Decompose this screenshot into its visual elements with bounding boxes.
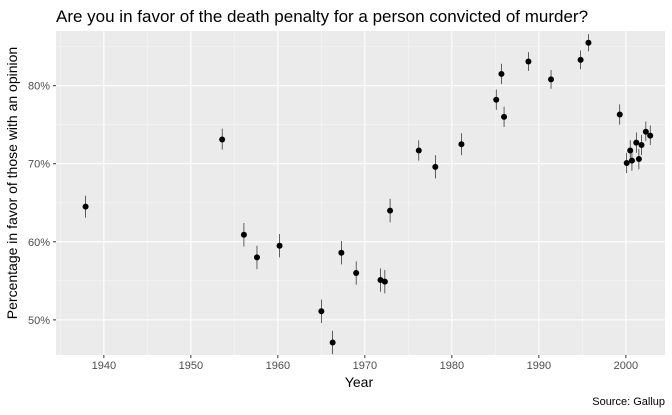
x-axis: 1940 1950 1960 1970 1980 1990 2000 — [92, 355, 638, 372]
data-point — [638, 141, 645, 148]
x-axis-label: Year — [345, 374, 374, 390]
data-point — [82, 203, 89, 210]
x-tick-label: 1940 — [92, 360, 116, 372]
data-point — [627, 147, 634, 154]
data-point — [493, 96, 500, 103]
data-point — [633, 139, 640, 146]
plot-panel — [56, 31, 665, 355]
data-point — [548, 76, 555, 83]
source-caption: Source: Gallup — [592, 396, 665, 408]
data-point — [318, 308, 325, 315]
data-point — [432, 163, 439, 170]
data-point — [628, 157, 635, 164]
data-point — [219, 136, 226, 143]
data-point — [498, 70, 505, 77]
x-tick-label: 2000 — [614, 360, 638, 372]
y-tick-label: 60% — [28, 237, 50, 249]
data-point — [387, 207, 394, 214]
data-point — [381, 278, 388, 285]
data-point — [616, 111, 623, 118]
data-point — [501, 113, 508, 120]
data-point — [415, 147, 422, 154]
data-point — [329, 339, 336, 346]
data-point — [525, 58, 532, 65]
major-grid — [56, 31, 665, 355]
x-tick-label: 1950 — [179, 360, 203, 372]
data-point — [276, 242, 283, 249]
x-tick-label: 1970 — [353, 360, 377, 372]
data-point — [577, 56, 584, 63]
y-tick-label: 80% — [28, 81, 50, 93]
data-point — [642, 128, 649, 135]
y-tick-label: 70% — [28, 159, 50, 171]
y-axis-label: Percentage in favor of those with an opi… — [4, 47, 20, 319]
data-point — [585, 39, 592, 46]
chart-title: Are you in favor of the death penalty fo… — [56, 7, 588, 26]
minor-grid — [56, 31, 665, 355]
data-point — [353, 270, 360, 277]
data-point — [338, 249, 345, 256]
x-tick-label: 1980 — [440, 360, 464, 372]
y-axis: 50% 60% 70% 80% — [28, 81, 56, 327]
data-points — [82, 39, 654, 346]
y-tick-label: 50% — [28, 315, 50, 327]
data-point — [458, 141, 465, 148]
data-point — [647, 132, 654, 139]
x-tick-label: 1960 — [266, 360, 290, 372]
data-point — [253, 254, 260, 261]
data-point — [635, 156, 642, 163]
data-point — [623, 159, 630, 166]
data-point — [240, 231, 247, 238]
x-tick-label: 1990 — [527, 360, 551, 372]
